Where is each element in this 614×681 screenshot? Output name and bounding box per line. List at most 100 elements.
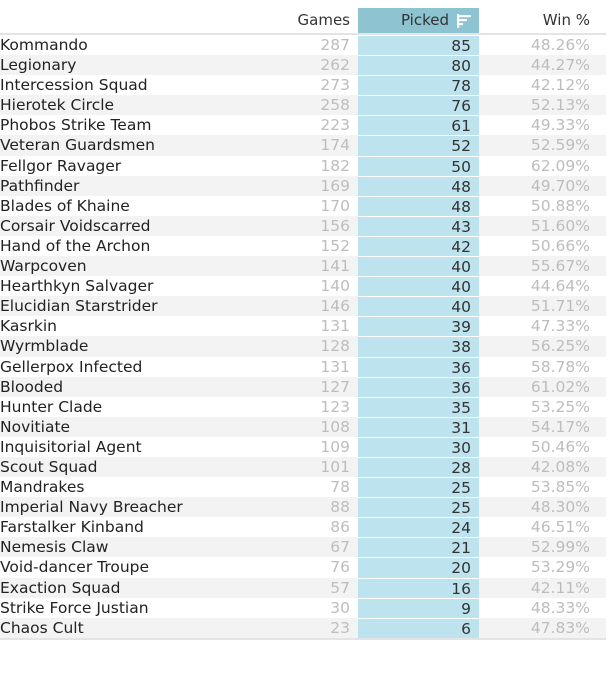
row-picked: 36 [358,376,479,397]
row-name: Fellgor Ravager [0,156,122,175]
row-games: 169 [320,176,350,195]
row-picked: 25 [358,497,479,518]
row-picked: 28 [358,456,479,478]
row-win-pct: 50.66% [530,236,590,255]
header-win-pct[interactable]: Win % [542,11,590,29]
row-win-pct: 48.26% [530,36,590,54]
table-row[interactable]: Strike Force Justian 30 9 48.33% [0,597,606,618]
row-win-pct: 42.12% [530,76,590,95]
row-games: 182 [320,156,350,175]
row-name: Strike Force Justian [0,598,149,617]
row-picked: 40 [358,256,479,277]
row-games: 67 [330,538,350,557]
row-games: 109 [320,437,350,456]
row-picked: 38 [358,336,479,357]
row-games: 273 [320,76,350,95]
row-win-pct: 51.71% [530,297,590,316]
row-picked: 30 [358,436,479,457]
table-row[interactable]: Novitiate 108 31 54.17% [0,416,606,437]
row-name: Corsair Voidscarred [0,216,151,235]
row-picked: 80 [358,55,479,76]
table-row[interactable]: Warpcoven 141 40 55.67% [0,256,606,277]
stats-table: Games Picked Win % Kommando 287 85 48.26% Le… [0,8,606,640]
table-row[interactable]: Hand of the Archon 152 42 50.66% [0,235,606,257]
row-name: Blooded [0,377,64,396]
row-name: Gellerpox Infected [0,357,143,376]
table-row[interactable]: Fellgor Ravager 182 50 62.09% [0,155,606,176]
row-name: Elucidian Starstrider [0,297,158,316]
table-row[interactable]: Hearthkyn Salvager 140 40 44.64% [0,276,606,297]
table-row[interactable]: Kommando 287 85 48.26% [0,35,606,56]
table-row[interactable]: Nemesis Claw 67 21 52.99% [0,537,606,558]
row-picked: 36 [358,356,479,377]
row-win-pct: 55.67% [530,257,590,276]
row-games: 57 [330,578,350,597]
row-picked: 24 [358,517,479,538]
row-games: 141 [320,257,350,276]
table-row[interactable]: Void-dancer Troupe 76 20 53.29% [0,557,606,578]
table-row[interactable]: Exaction Squad 57 16 42.11% [0,577,606,598]
table-body: Kommando 287 85 48.26% Legionary 262 80 44.27% I… [0,35,606,638]
table-row[interactable]: Imperial Navy Breacher 88 25 48.30% [0,497,606,518]
table-row[interactable]: Hunter Clade 123 35 53.25% [0,396,606,417]
table-row[interactable]: Inquisitorial Agent 109 30 50.46% [0,436,606,457]
row-picked: 9 [358,597,479,618]
row-win-pct: 62.09% [530,156,590,175]
table-row[interactable]: Legionary 262 80 44.27% [0,55,606,76]
table-row[interactable]: Veteran Guardsmen 174 52 52.59% [0,135,606,156]
row-games: 131 [320,357,350,376]
row-name: Wyrmblade [0,337,89,356]
row-win-pct: 48.33% [530,598,590,617]
row-win-pct: 53.85% [530,478,590,497]
header-games[interactable]: Games [297,11,350,29]
table-row[interactable]: Hierotek Circle 258 76 52.13% [0,95,606,116]
row-games: 146 [320,297,350,316]
table-row[interactable]: Elucidian Starstrider 146 40 51.71% [0,296,606,317]
table-row[interactable]: Pathfinder 169 48 49.70% [0,175,606,196]
row-games: 258 [320,96,350,115]
row-name: Scout Squad [0,457,98,476]
table-row[interactable]: Farstalker Kinband 86 24 46.51% [0,517,606,538]
row-win-pct: 50.88% [530,196,590,215]
table-row[interactable]: Gellerpox Infected 131 36 58.78% [0,356,606,377]
row-win-pct: 61.02% [530,377,590,396]
table-row[interactable]: Wyrmblade 128 38 56.25% [0,336,606,357]
row-win-pct: 46.51% [530,518,590,537]
row-name: Veteran Guardsmen [0,136,155,155]
row-games: 140 [320,277,350,296]
row-games: 76 [330,558,350,577]
table-row[interactable]: Corsair Voidscarred 156 43 51.60% [0,215,606,236]
table-row[interactable]: Intercession Squad 273 78 42.12% [0,75,606,96]
table-row[interactable]: Kasrkin 131 39 47.33% [0,316,606,337]
row-win-pct: 51.60% [530,216,590,235]
row-games: 127 [320,377,350,396]
header-picked-label: Picked [400,11,449,29]
table-row[interactable]: Blooded 127 36 61.02% [0,376,606,397]
row-name: Intercession Squad [0,76,148,95]
row-games: 123 [320,397,350,416]
table-bottom-divider [0,637,606,640]
row-games: 128 [320,337,350,356]
table-row[interactable]: Blades of Khaine 170 48 50.88% [0,195,606,216]
header-row: Games Picked Win % [0,8,606,35]
row-games: 88 [330,498,350,517]
row-picked: 48 [358,195,479,216]
row-name: Imperial Navy Breacher [0,498,183,517]
row-name: Legionary [0,56,77,75]
row-games: 262 [320,56,350,75]
row-games: 287 [320,36,350,54]
row-picked: 43 [358,215,479,236]
table-row[interactable]: Phobos Strike Team 223 61 49.33% [0,115,606,136]
table-row[interactable]: Mandrakes 78 25 53.85% [0,477,606,498]
row-name: Warpcoven [0,257,87,276]
row-name: Exaction Squad [0,578,121,597]
table-row[interactable]: Scout Squad 101 28 42.08% [0,456,606,478]
sort-descending-icon[interactable] [457,14,471,28]
row-picked: 40 [358,296,479,317]
row-win-pct: 49.33% [530,116,590,135]
row-games: 30 [330,598,350,617]
row-picked: 39 [358,316,479,337]
row-games: 101 [320,457,350,476]
header-picked[interactable]: Picked [358,8,479,33]
table-row[interactable]: Chaos Cult 23 6 47.83% [0,617,606,638]
